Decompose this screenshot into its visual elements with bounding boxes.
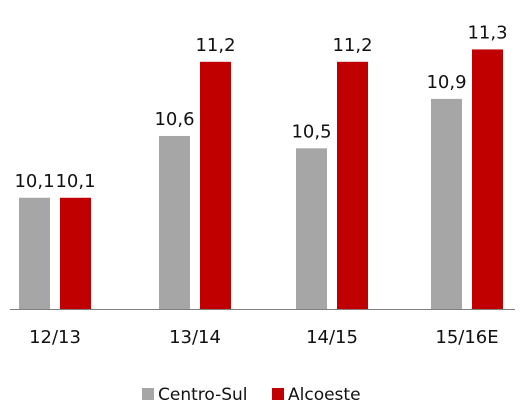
bar-alcoeste-14-15 xyxy=(337,62,368,309)
category-label: 15/16E xyxy=(435,327,498,348)
legend-swatch xyxy=(272,388,284,400)
bar-centro-sul-15-16E xyxy=(431,99,462,309)
category-label: 13/14 xyxy=(169,327,221,348)
legend-label: Alcoeste xyxy=(288,385,361,405)
data-label: 11,2 xyxy=(332,35,372,56)
category-labels-layer: 12/13 13/14 14/15 15/16E xyxy=(29,327,499,348)
bar-alcoeste-15-16E xyxy=(472,49,503,309)
data-label: 10,9 xyxy=(426,72,466,93)
bar-centro-sul-13-14 xyxy=(159,136,190,309)
bar-alcoeste-12-13 xyxy=(60,198,91,309)
data-label: 10,1 xyxy=(14,171,54,192)
legend-label: Centro-Sul xyxy=(158,385,248,405)
data-label: 10,5 xyxy=(291,121,331,142)
data-label: 11,2 xyxy=(195,35,235,56)
category-label: 12/13 xyxy=(29,327,81,348)
data-label: 11,3 xyxy=(467,22,507,43)
data-label: 10,1 xyxy=(55,171,95,192)
category-label: 14/15 xyxy=(306,327,358,348)
bar-alcoeste-13-14 xyxy=(200,62,231,309)
data-label: 10,6 xyxy=(154,109,194,130)
legend: Centro-Sul Alcoeste xyxy=(142,385,361,405)
bar-centro-sul-12-13 xyxy=(19,198,50,309)
bar-centro-sul-14-15 xyxy=(296,148,327,309)
legend-swatch xyxy=(142,388,154,400)
